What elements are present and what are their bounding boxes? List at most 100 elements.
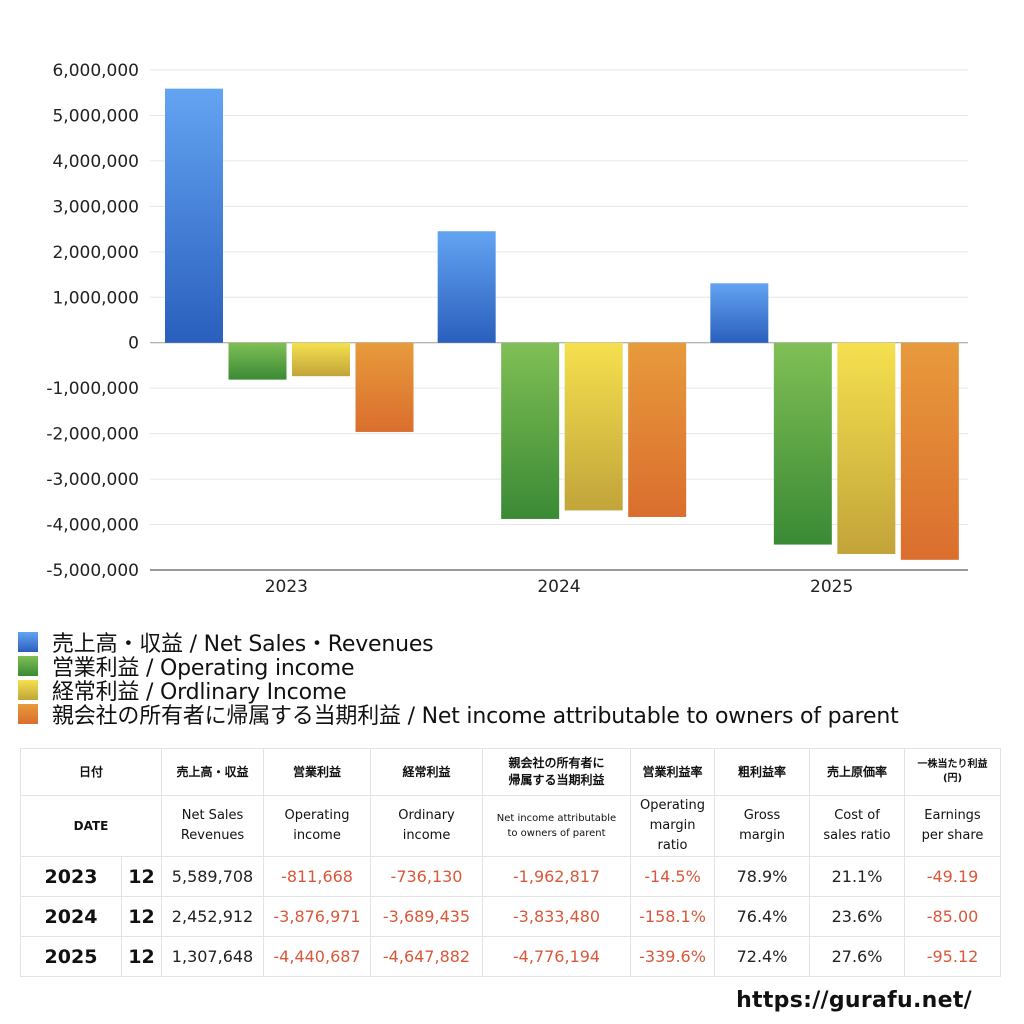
cell-sales: 5,589,708 [161, 856, 265, 897]
legend-label: 親会社の所有者に帰属する当期利益 / Net income attributab… [52, 704, 899, 729]
cell-op-margin: -158.1% [630, 896, 716, 937]
x-axis: 2023 2024 2025 [265, 577, 854, 597]
legend-label: 売上高・収益 / Net Sales・Revenues [52, 632, 434, 657]
header-cost-en-2: sales ratio [823, 828, 891, 843]
header-date-ja: 日付 [19, 748, 163, 796]
legend-label: 営業利益 / Operating income [52, 656, 355, 681]
header-sales-en-2: Revenues [180, 828, 245, 843]
y-axis: 6,000,000 5,000,000 4,000,000 3,000,000 2,00… [46, 61, 139, 581]
header-eps-ja-line1: 一株当たり利益 [917, 759, 988, 770]
bar-ordinary-2025 [837, 342, 896, 554]
bar-net-2023 [355, 342, 414, 432]
cell-net: -3,833,480 [482, 896, 632, 937]
header-eps-ja-line2: (円) [942, 773, 963, 784]
legend-item: 親会社の所有者に帰属する当期利益 / Net income attributab… [18, 702, 899, 729]
header-operating-ja: 営業利益 [263, 748, 372, 796]
y-tick-label: -2,000,000 [46, 425, 139, 445]
header-sales-ja: 売上高・収益 [161, 748, 265, 796]
header-cost-en: Cost of sales ratio [809, 795, 906, 857]
cell-op-margin: -339.6% [630, 936, 716, 977]
header-op-margin-en: Operating margin ratio [630, 795, 716, 857]
cell-eps: -49.19 [904, 856, 1002, 897]
y-tick-label: -1,000,000 [46, 379, 139, 399]
cell-gross: 72.4% [714, 936, 811, 977]
legend-swatch [18, 704, 38, 724]
legend-label: 経常利益 / Ordlinary Income [52, 680, 347, 705]
y-tick-label: -5,000,000 [46, 561, 139, 581]
header-op-margin-en-1: Operating [640, 798, 706, 813]
header-row-ja: 日付 売上高・収益 営業利益 経常利益 親会社の所有者に 帰属する当期利益 営業利… [19, 748, 1002, 796]
legend-swatch [18, 656, 38, 676]
bar-operating-2025 [773, 342, 832, 545]
site-url[interactable]: https://gurafu.net/ [736, 988, 972, 1013]
cell-year: 2025 [20, 936, 122, 977]
cell-op-margin: -14.5% [630, 856, 716, 897]
x-tick-label: 2023 [265, 577, 308, 597]
x-tick-label: 2025 [810, 577, 853, 597]
cell-month: 12 [120, 936, 163, 977]
header-net-ja: 親会社の所有者に 帰属する当期利益 [482, 748, 632, 796]
header-net-ja-line2: 帰属する当期利益 [508, 773, 605, 787]
bars [165, 88, 959, 560]
cell-sales: 2,452,912 [161, 896, 265, 937]
header-operating-en-1: Operating [284, 808, 350, 823]
cell-ordinary: -3,689,435 [370, 896, 484, 937]
y-tick-label: 4,000,000 [52, 152, 139, 172]
bar-sales-2024 [437, 231, 496, 343]
bar-ordinary-2024 [564, 342, 623, 511]
header-cost-en-1: Cost of [834, 808, 880, 823]
legend-item: 売上高・収益 / Net Sales・Revenues [18, 630, 899, 657]
legend-swatch [18, 680, 38, 700]
bar-chart: 6,000,000 5,000,000 4,000,000 3,000,000 2,00… [46, 61, 968, 597]
cell-month: 12 [120, 856, 163, 897]
header-ordinary-ja: 経常利益 [370, 748, 484, 796]
legend-swatch [18, 632, 38, 652]
header-row-en: DATE Net Sales Revenues Operating income O… [19, 795, 1002, 857]
cell-cost: 27.6% [809, 936, 906, 977]
financial-table: 日付 売上高・収益 営業利益 経常利益 親会社の所有者に 帰属する当期利益 営業利… [19, 748, 1002, 977]
header-eps-en-2: per share [921, 828, 984, 843]
bar-net-2025 [900, 342, 959, 560]
header-op-margin-ja: 営業利益率 [630, 748, 716, 796]
header-ordinary-en-2: income [402, 828, 451, 843]
header-net-ja-line1: 親会社の所有者に [508, 756, 605, 770]
header-date-en: DATE [19, 795, 163, 857]
table-row: 2023 12 5,589,708 -811,668 -736,130 -1,9… [20, 856, 1002, 897]
header-gross-en-2: margin [739, 828, 785, 843]
cell-operating: -4,440,687 [263, 936, 372, 977]
header-net-en: Net income attributable to owners of pare… [482, 795, 632, 857]
header-gross-ja: 粗利益率 [714, 748, 811, 796]
header-operating-en: Operating income [263, 795, 372, 857]
bar-ordinary-2023 [292, 342, 350, 377]
bar-sales-2023 [165, 88, 223, 343]
table-row: 2025 12 1,307,648 -4,440,687 -4,647,882 … [20, 936, 1002, 977]
legend-item: 経常利益 / Ordlinary Income [18, 678, 899, 705]
cell-gross: 78.9% [714, 856, 811, 897]
cell-eps: -95.12 [904, 936, 1002, 977]
header-ordinary-en: Ordinary income [370, 795, 484, 857]
header-operating-en-2: income [293, 828, 341, 843]
header-net-en-1: Net income attributable [496, 813, 617, 824]
y-tick-label: 6,000,000 [52, 61, 139, 81]
cell-cost: 23.6% [809, 896, 906, 937]
y-tick-label: 2,000,000 [52, 243, 139, 263]
cell-ordinary: -736,130 [370, 856, 484, 897]
table-row: 2024 12 2,452,912 -3,876,971 -3,689,435 … [20, 896, 1002, 937]
y-tick-label: 5,000,000 [52, 106, 139, 126]
header-gross-en-1: Gross [743, 808, 781, 823]
y-tick-label: 1,000,000 [52, 288, 139, 308]
header-op-margin-en-2: margin [649, 818, 696, 833]
cell-eps: -85.00 [904, 896, 1002, 937]
bar-net-2024 [628, 342, 687, 517]
y-tick-label: -4,000,000 [46, 516, 139, 536]
x-tick-label: 2024 [537, 577, 580, 597]
cell-operating: -811,668 [263, 856, 372, 897]
header-eps-ja: 一株当たり利益 (円) [904, 748, 1002, 796]
header-gross-en: Gross margin [714, 795, 811, 857]
cell-month: 12 [120, 896, 163, 937]
cell-net: -4,776,194 [482, 936, 632, 977]
cell-year: 2023 [20, 856, 122, 897]
y-tick-label: -3,000,000 [46, 470, 139, 490]
cell-ordinary: -4,647,882 [370, 936, 484, 977]
cell-gross: 76.4% [714, 896, 811, 937]
